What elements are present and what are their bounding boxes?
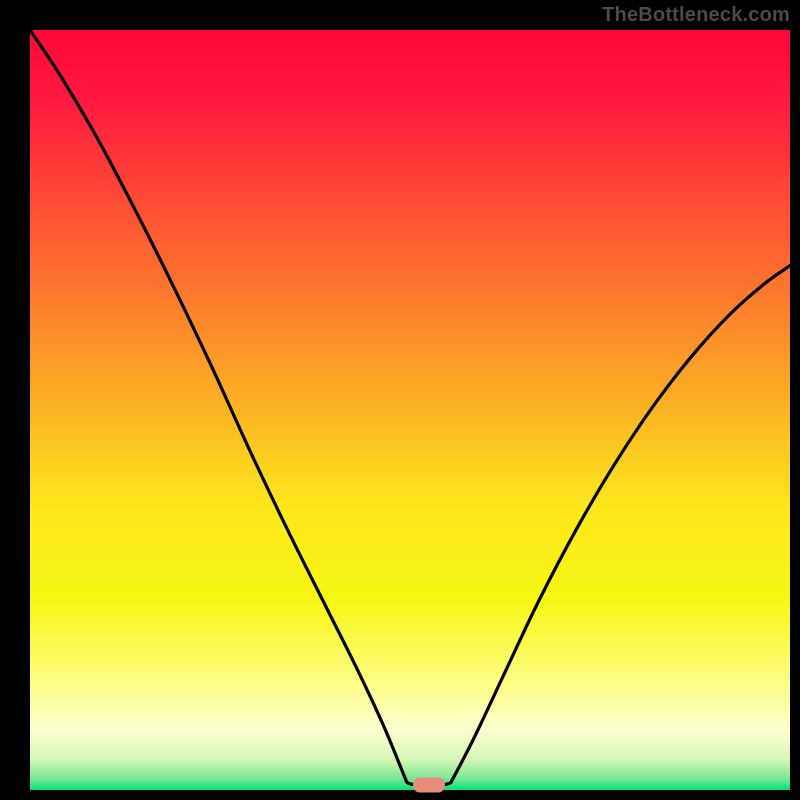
watermark-text: TheBottleneck.com (602, 4, 790, 27)
bottleneck-gradient-plot (0, 0, 800, 800)
chart-stage: TheBottleneck.com (0, 0, 800, 800)
gradient-background (30, 30, 790, 790)
